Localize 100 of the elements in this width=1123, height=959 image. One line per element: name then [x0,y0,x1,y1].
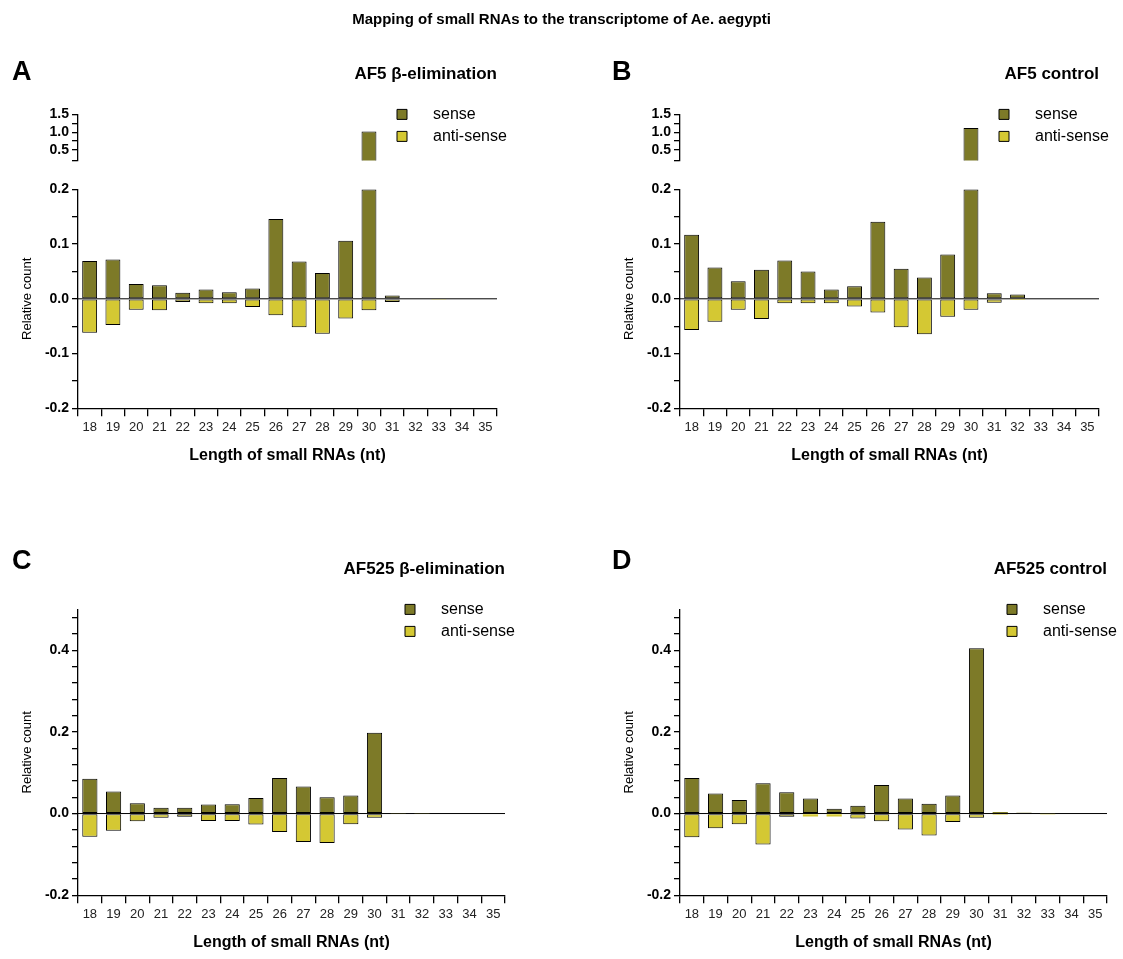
x-tick-label: 25 [245,418,260,434]
y-tick-label: 0.0 [651,804,672,821]
y-tick-label: 0.2 [651,180,672,197]
x-tick-label: 18 [684,905,700,921]
x-tick-label: 35 [485,905,501,921]
x-tick-label: 26 [870,418,886,434]
x-tick-label: 35 [1080,418,1095,434]
x-tick-label: 32 [414,905,430,921]
x-axis-title: Length of small RNAs (nt) [791,445,988,463]
x-tick-label: 34 [1064,905,1079,921]
legend-label: sense [433,104,476,122]
x-tick-label: 18 [82,905,98,921]
y-tick-label: 1.0 [651,123,672,140]
legend-label: anti-sense [433,126,507,144]
x-tick-label: 21 [152,418,167,434]
x-tick-label: 21 [153,905,169,921]
x-tick-label: 22 [779,905,794,921]
x-tick-label: 27 [291,418,307,434]
x-tick-label: 25 [248,905,264,921]
chart-title: AF525 β-elimination [343,558,505,578]
x-tick-label: 19 [106,905,121,921]
x-tick-label: 28 [917,418,932,434]
x-tick-label: 35 [478,418,493,434]
legend-label: sense [441,599,484,617]
x-tick-label: 33 [1040,905,1055,921]
y-tick-label: 0.0 [49,289,70,306]
x-tick-label: 23 [803,905,818,921]
x-tick-label: 26 [874,905,889,921]
x-tick-label: 31 [385,418,400,434]
x-tick-label: 31 [987,418,1002,434]
legend-label: sense [1043,599,1086,617]
x-tick-label: 22 [177,905,192,921]
x-tick-label: 30 [361,418,377,434]
x-tick-label: 19 [105,418,121,434]
x-tick-label: 33 [1033,418,1049,434]
x-tick-label: 18 [684,418,699,434]
y-tick-label: 0.4 [651,641,672,658]
x-tick-label: 20 [732,905,747,921]
x-tick-label: 23 [800,418,816,434]
x-axis-title: Length of small RNAs (nt) [189,445,386,463]
x-tick-label: 24 [826,905,842,921]
x-tick-label: 27 [898,905,913,921]
x-tick-label: 21 [754,418,769,434]
x-tick-label: 20 [730,418,746,434]
y-axis-title: Relative count [621,710,637,794]
y-tick-label: 0.5 [651,140,672,157]
text: C [12,545,32,576]
x-tick-label: 20 [128,418,144,434]
x-tick-label: 25 [850,905,866,921]
y-axis-title: Relative count [19,257,35,340]
y-tick-label: 0.5 [49,140,70,157]
y-tick-label: 1.5 [651,105,672,122]
y-tick-label: 1.5 [49,105,70,122]
x-axis-title: Length of small RNAs (nt) [795,932,992,950]
y-tick-label: 0.1 [651,234,672,251]
x-tick-label: 29 [343,905,359,921]
legend-label: anti-sense [1043,621,1117,639]
x-tick-label: 31 [993,905,1008,921]
x-tick-label: 32 [1010,418,1025,434]
legend-label: sense [1035,104,1078,122]
x-tick-label: 24 [222,418,237,434]
text: D [612,545,632,576]
x-tick-label: 26 [272,905,287,921]
x-tick-label: 34 [1056,418,1072,434]
y-tick-label: 1.0 [49,123,70,140]
y-tick-label: 0.2 [49,722,70,739]
x-tick-label: 33 [431,418,447,434]
y-axis-title: Relative count [19,710,35,794]
y-tick-label: 0.2 [49,180,70,197]
x-tick-label: 20 [130,905,145,921]
x-tick-label: 22 [175,418,190,434]
y-axis-title: Relative count [621,257,637,340]
x-tick-label: 30 [367,905,382,921]
x-tick-label: 25 [847,418,862,434]
text: B [612,56,632,87]
x-tick-label: 23 [201,905,216,921]
y-tick-label: -0.1 [44,344,70,361]
x-tick-label: 27 [296,905,311,921]
chart-title: AF525 control [993,558,1107,578]
x-axis-title: Length of small RNAs (nt) [193,932,390,950]
x-tick-label: 33 [438,905,453,921]
x-tick-label: 24 [224,905,240,921]
x-tick-label: 28 [921,905,937,921]
x-tick-label: 29 [940,418,955,434]
legend-label: anti-sense [441,621,515,639]
x-tick-label: 30 [963,418,979,434]
text: A [12,56,32,87]
x-tick-label: 29 [945,905,961,921]
text: Mapping of small RNAs to the transcriptome of Ae. aegypti [351,10,772,27]
y-tick-label: -0.2 [44,886,70,903]
x-tick-label: 27 [893,418,909,434]
chart-title: AF5 control [1004,63,1099,83]
y-tick-label: -0.2 [44,399,70,416]
legend-label: anti-sense [1035,126,1109,144]
x-tick-label: 28 [319,905,335,921]
x-tick-label: 34 [462,905,477,921]
x-tick-label: 18 [82,418,97,434]
y-tick-label: 0.0 [49,804,70,821]
x-tick-label: 21 [755,905,771,921]
x-tick-label: 23 [198,418,214,434]
